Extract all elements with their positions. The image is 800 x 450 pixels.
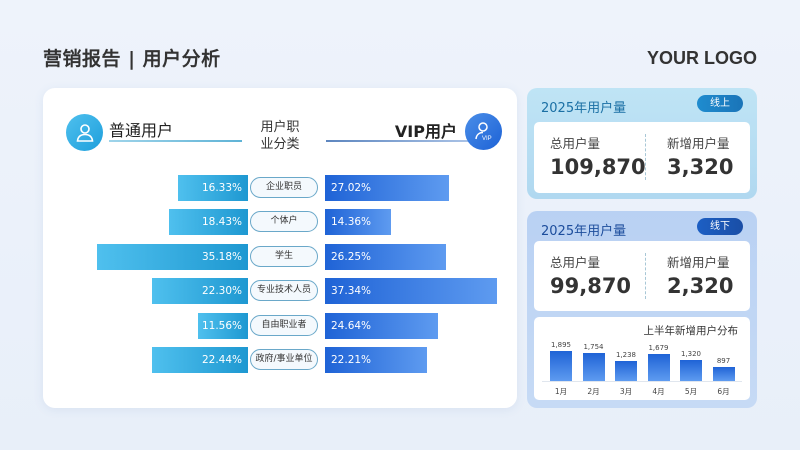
offline-new-value: 2,320: [667, 274, 734, 298]
occupation-label: 个体户: [250, 211, 318, 233]
month-bar: [615, 361, 637, 381]
month-bar: [550, 351, 572, 381]
vip-user-bar: 27.02%: [325, 175, 450, 201]
month-bar: [647, 354, 670, 381]
occupation-rows: 16.33% 企业职员 27.02% 18.43% 个体户 14.36% 35.18% 学生 2…: [43, 175, 517, 381]
online-badge[interactable]: 线上: [697, 95, 743, 112]
month-bar: [680, 360, 702, 381]
occupation-label: 学生: [250, 245, 318, 267]
logo: YOUR LOGO: [646, 48, 757, 68]
month-label: 4月: [652, 387, 665, 396]
chart-axis: [542, 381, 742, 382]
stat-divider: [645, 253, 646, 299]
online-total-label: 总用户量: [550, 136, 601, 151]
month-label: 3月: [619, 387, 633, 396]
month-bar: [582, 353, 605, 381]
online-total-stat: 总用户量 109,870: [550, 133, 646, 179]
monthly-new-users-chart: 上半年新增用户分布 1,895 1月 1,754 2月 1,238 3月 1,679 4月 1,…: [534, 317, 750, 400]
vip-user-icon: VIP: [465, 113, 502, 150]
normal-user-bar: 18.43%: [168, 209, 248, 236]
online-new-value: 3,320: [667, 155, 734, 179]
normal-user-bar: 16.33%: [177, 175, 248, 201]
month-bar-value: 1,895: [550, 341, 572, 349]
vip-user-bar: 26.25%: [325, 243, 446, 270]
offline-new-label: 新增用户量: [667, 255, 730, 270]
normal-user-bar: 11.56%: [198, 312, 248, 339]
occupation-row: 22.44% 政府/事业单位 22.21%: [43, 346, 517, 381]
normal-user-underline: [109, 140, 242, 142]
offline-new-stat: 新增用户量 2,320: [667, 252, 733, 298]
occupation-label: 企业职员: [250, 177, 318, 198]
month-label: 1月: [554, 387, 568, 396]
normal-user-title: 普通用户: [109, 121, 174, 140]
occupation-row: 22.30% 专业技术人员 37.34%: [43, 278, 517, 312]
online-total-value: 109,870: [550, 155, 646, 179]
vip-user-bar: 14.36%: [325, 209, 392, 236]
stat-divider: [645, 134, 646, 180]
online-new-stat: 新增用户量 3,320: [667, 133, 733, 179]
occupation-label: 政府/事业单位: [250, 348, 318, 370]
month-label: 6月: [717, 387, 730, 396]
normal-user-bar: 22.30%: [152, 278, 248, 305]
normal-user-bar: 22.44%: [151, 346, 248, 373]
occupation-row: 35.18% 学生 26.25%: [43, 243, 517, 278]
month-bar-value: 1,679: [648, 344, 669, 353]
online-stats: 总用户量 109,870 新增用户量 3,320: [534, 122, 750, 193]
occupation-title-line2: 业分类: [260, 137, 300, 152]
user-icon: [66, 114, 103, 151]
svg-text:VIP: VIP: [482, 136, 492, 142]
offline-total-value: 99,870: [550, 274, 632, 298]
vip-user-bar: 24.64%: [325, 312, 439, 339]
month-bar: [712, 366, 735, 381]
occupation-row: 18.43% 个体户 14.36%: [43, 209, 517, 243]
vip-user-bar: 37.34%: [325, 278, 497, 305]
vip-user-underline: [326, 140, 468, 142]
month-label: 5月: [684, 387, 698, 396]
occupation-comparison-card: 普通用户 用户职 业分类 VIP用户 VIP 16.33% 企业职员 27.02% 1…: [43, 88, 517, 408]
online-new-label: 新增用户量: [667, 136, 730, 151]
online-panel-title: 2025年用户量: [541, 101, 627, 116]
page-title: 营销报告 | 用户分析: [43, 48, 221, 70]
month-label: 2月: [587, 387, 600, 396]
offline-total-label: 总用户量: [550, 255, 601, 270]
online-users-panel: 2025年用户量 线上 总用户量 109,870 新增用户量 3,320: [527, 88, 757, 199]
offline-total-stat: 总用户量 99,870: [550, 252, 631, 298]
offline-users-panel: 2025年用户量 线下 总用户量 99,870 新增用户量 2,320 上半年新…: [527, 211, 757, 408]
occupation-row: 11.56% 自由职业者 24.64%: [43, 312, 517, 347]
month-bar-value: 1,320: [680, 350, 702, 359]
vip-user-title: VIP用户: [394, 122, 457, 141]
offline-badge[interactable]: 线下: [697, 218, 743, 235]
occupation-label: 专业技术人员: [250, 280, 318, 302]
offline-stats: 总用户量 99,870 新增用户量 2,320: [534, 241, 750, 311]
offline-panel-title: 2025年用户量: [541, 224, 627, 239]
month-bar-value: 1,754: [583, 343, 604, 352]
occupation-title-line1: 用户职: [260, 120, 300, 135]
month-bar-value: 1,238: [615, 351, 637, 360]
occupation-row: 16.33% 企业职员 27.02%: [43, 175, 517, 209]
occupation-label: 自由职业者: [250, 314, 318, 336]
vip-user-bar: 22.21%: [325, 346, 428, 373]
normal-user-bar: 35.18%: [96, 243, 248, 270]
month-bar-value: 897: [716, 356, 731, 365]
occupation-title: 用户职 业分类: [254, 119, 306, 153]
chart-title: 上半年新增用户分布: [643, 325, 739, 337]
